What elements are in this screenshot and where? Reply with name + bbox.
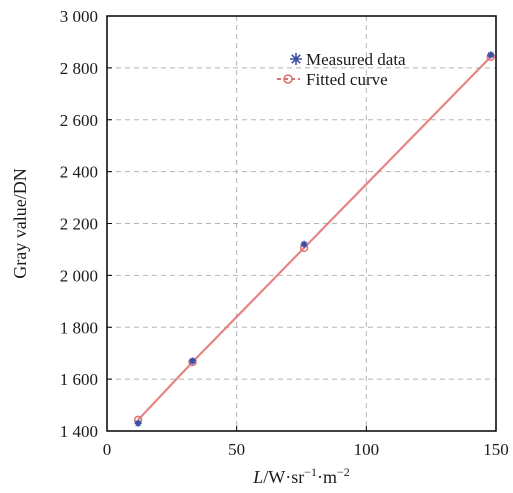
x-tick-label: 150 [483, 440, 509, 459]
x-axis-label-unit-mid: ·m [317, 467, 337, 487]
y-tick-label: 2 600 [60, 111, 98, 130]
series-layer [133, 51, 496, 427]
measured-data-point [134, 419, 142, 427]
legend-label-fitted-curve: Fitted curve [306, 70, 388, 89]
x-tick-label: 0 [103, 440, 112, 459]
x-axis-label: L/W·sr−1·m−2 [252, 465, 350, 487]
legend-marker-measured-data [290, 53, 302, 65]
x-axis-label-variable: L [252, 467, 263, 487]
y-tick-label: 2 000 [60, 266, 98, 285]
y-tick-label: 2 400 [60, 163, 98, 182]
legend: Measured data Fitted curve [277, 50, 406, 89]
measured-data-point [487, 51, 495, 59]
legend-label-measured-data: Measured data [306, 50, 406, 69]
y-tick-label: 2 200 [60, 215, 98, 234]
y-tick-label: 3 000 [60, 7, 98, 26]
y-tick-label: 1 600 [60, 370, 98, 389]
legend-marker-fitted-curve [277, 74, 300, 84]
measured-data-point [189, 357, 197, 365]
y-tick-label: 1 400 [60, 422, 98, 441]
x-axis-label-exponent-1: −1 [304, 465, 317, 479]
x-axis-label-exponent-2: −2 [337, 465, 350, 479]
y-tick-label: 1 800 [60, 318, 98, 337]
axis-ticks [106, 15, 497, 432]
measured-data-point [300, 240, 308, 248]
y-axis-label: Gray value/DN [10, 168, 30, 278]
fitted-curve-line [137, 55, 492, 421]
x-axis-label-unit-prefix: /W·sr [263, 467, 304, 487]
grid-lines [107, 16, 496, 431]
y-tick-label: 2 800 [60, 59, 98, 78]
x-tick-label: 50 [228, 440, 245, 459]
x-tick-label: 100 [354, 440, 380, 459]
